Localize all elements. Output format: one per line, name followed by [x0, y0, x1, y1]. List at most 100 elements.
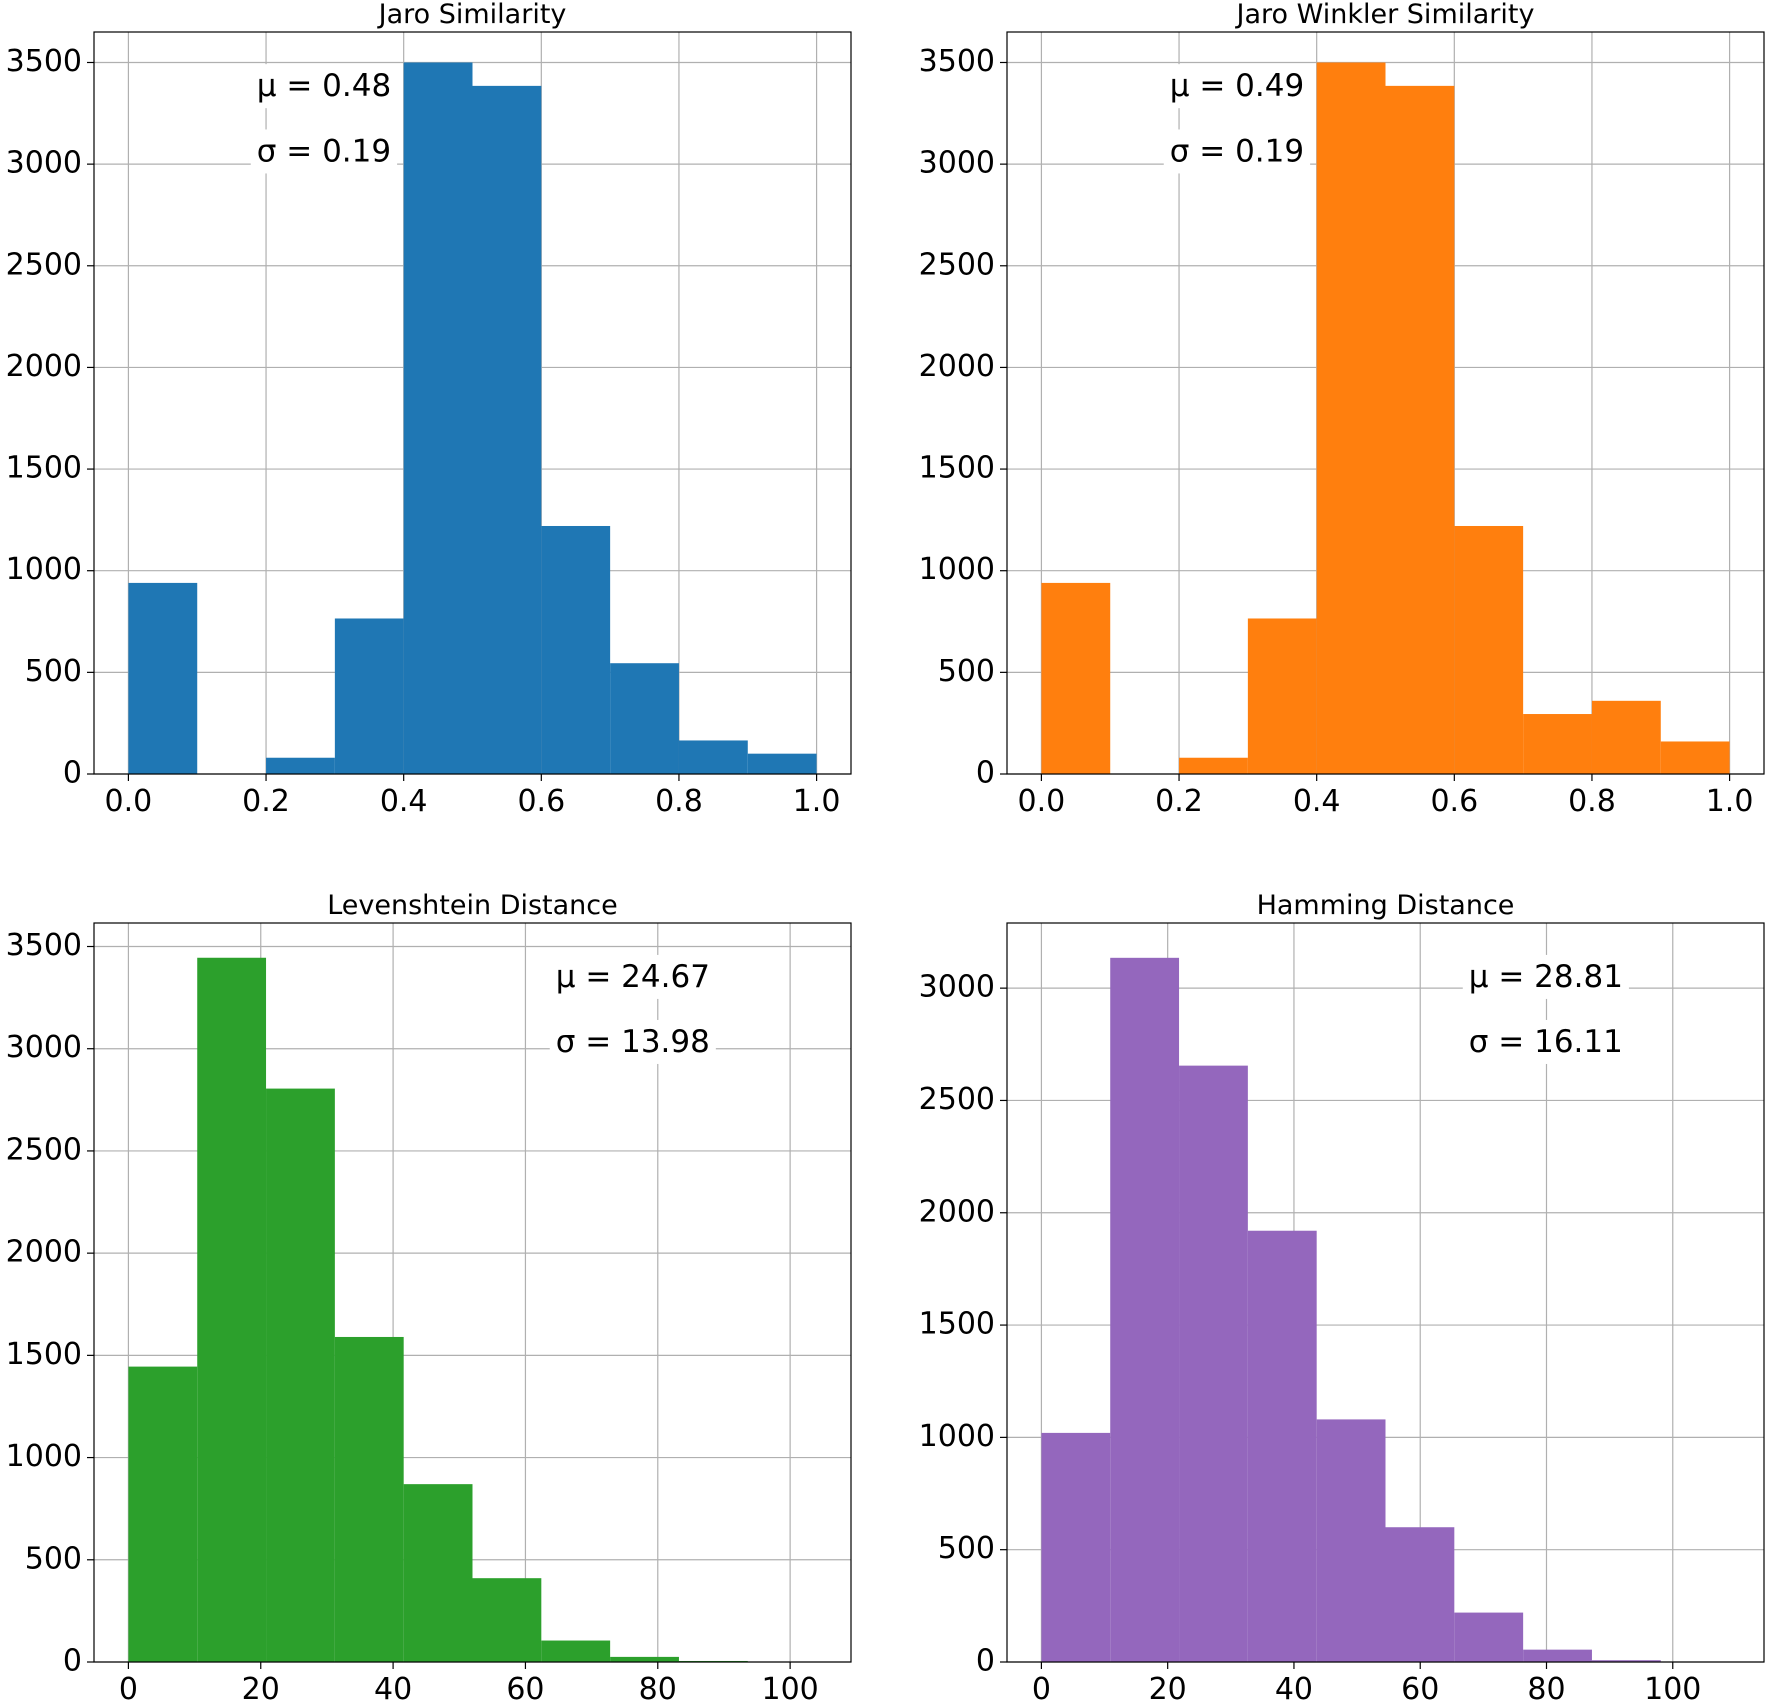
- hamming-distance-y-tick-label: 3000: [919, 970, 995, 1005]
- jaro-winkler-similarity-bar: [1385, 85, 1455, 775]
- jaro-similarity-y-tick-label: 0: [63, 756, 82, 791]
- levenshtein-distance-bar: [197, 957, 267, 1662]
- hamming-distance-sigma-box: [1462, 1019, 1629, 1064]
- jaro-winkler-similarity-y-tick-label: 2000: [919, 349, 995, 384]
- levenshtein-distance-panel: Levenshtein Distance μ = 24.67 σ = 13.98 0 2…: [6, 890, 852, 1707]
- jaro-winkler-similarity-y-tick-label: 2500: [919, 247, 995, 282]
- jaro-winkler-similarity-y-tick-label: 500: [938, 654, 995, 689]
- levenshtein-distance-x-tick-label: 20: [242, 1672, 280, 1707]
- levenshtein-distance-y-tick-label: 3000: [6, 1030, 82, 1065]
- jaro-similarity-bar: [266, 757, 335, 774]
- hamming-distance-bar: [1041, 1432, 1111, 1662]
- hamming-distance-panel: Hamming Distance μ = 28.81 σ = 16.11 0 20 40 6…: [919, 890, 1765, 1707]
- jaro-similarity-y-tick-label: 1500: [6, 451, 82, 486]
- jaro-similarity-title: Jaro Similarity: [377, 0, 567, 30]
- levenshtein-distance-x-tick-label: 0: [119, 1672, 138, 1707]
- hamming-distance-x-tick-label: 40: [1275, 1672, 1313, 1707]
- jaro-winkler-similarity-bar: [1591, 700, 1661, 774]
- jaro-similarity-x-tick-label: 0.8: [655, 784, 703, 819]
- levenshtein-distance-sigma-label: σ = 13.98: [556, 1024, 710, 1060]
- hamming-distance-x-tick-label: 100: [1644, 1672, 1701, 1707]
- jaro-winkler-similarity-bar: [1179, 757, 1248, 774]
- levenshtein-distance-bar: [334, 1336, 404, 1662]
- jaro-similarity-bar: [747, 753, 817, 774]
- jaro-similarity-x-tick-label: 1.0: [793, 784, 841, 819]
- jaro-similarity-y-tick-label: 3500: [6, 44, 82, 79]
- jaro-similarity-sigma-label: σ = 0.19: [257, 133, 391, 169]
- jaro-similarity-x-tick-label: 0.0: [105, 784, 153, 819]
- hamming-distance-bar: [1591, 1660, 1661, 1662]
- hamming-distance-x-tick-label: 80: [1527, 1672, 1565, 1707]
- jaro-similarity-mu-box: [250, 64, 398, 109]
- levenshtein-distance-y-tick-label: 3500: [6, 928, 82, 963]
- hamming-distance-title: Hamming Distance: [1257, 890, 1515, 921]
- hamming-distance-mu-box: [1462, 954, 1629, 999]
- levenshtein-distance-y-tick-label: 0: [63, 1644, 82, 1679]
- jaro-winkler-similarity-bar: [1247, 618, 1317, 774]
- jaro-similarity-y-tick-label: 2500: [6, 247, 82, 282]
- jaro-similarity-bar: [610, 663, 679, 774]
- levenshtein-distance-bar: [128, 1366, 198, 1662]
- levenshtein-distance-x-tick-label: 80: [639, 1672, 677, 1707]
- jaro-winkler-similarity-sigma-box: [1163, 129, 1311, 174]
- levenshtein-distance-y-tick-label: 2000: [6, 1235, 82, 1270]
- jaro-winkler-similarity-bar: [1660, 741, 1730, 774]
- hamming-distance-x-tick-label: 60: [1401, 1672, 1439, 1707]
- jaro-winkler-similarity-panel: Jaro Winkler Similarity μ = 0.49 σ = 0.19 0…: [919, 0, 1765, 819]
- jaro-similarity-y-tick-label: 2000: [6, 349, 82, 384]
- hamming-distance-y-tick-label: 0: [976, 1644, 995, 1679]
- levenshtein-distance-axes-frame: [93, 922, 852, 1663]
- levenshtein-distance-bar: [266, 1088, 335, 1662]
- jaro-winkler-similarity-x-tick-label: 1.0: [1706, 784, 1754, 819]
- hamming-distance-bar: [1247, 1230, 1317, 1662]
- jaro-similarity-y-tick-label: 1000: [6, 552, 82, 587]
- jaro-similarity-x-tick-label: 0.6: [517, 784, 565, 819]
- jaro-similarity-panel: Jaro Similarity μ = 0.48 σ = 0.19 0.0 0.2 0.4…: [6, 0, 852, 819]
- levenshtein-distance-mu-label: μ = 24.67: [556, 959, 710, 995]
- jaro-winkler-similarity-y-tick-label: 3000: [919, 146, 995, 181]
- hamming-distance-y-tick-label: 2000: [919, 1194, 995, 1229]
- levenshtein-distance-bar: [472, 1578, 542, 1662]
- jaro-winkler-similarity-y-tick-label: 1500: [919, 451, 995, 486]
- jaro-winkler-similarity-y-tick-label: 0: [976, 756, 995, 791]
- hamming-distance-mu-label: μ = 28.81: [1469, 959, 1623, 995]
- hamming-distance-y-tick-label: 2500: [919, 1082, 995, 1117]
- jaro-similarity-bar: [403, 62, 473, 774]
- jaro-winkler-similarity-bar: [1523, 714, 1592, 774]
- jaro-winkler-similarity-x-tick-label: 0.6: [1430, 784, 1478, 819]
- hamming-distance-y-tick-label: 500: [938, 1531, 995, 1566]
- levenshtein-distance-sigma-box: [549, 1019, 716, 1064]
- jaro-winkler-similarity-mu-label: μ = 0.49: [1170, 68, 1304, 104]
- jaro-winkler-similarity-y-tick-label: 1000: [919, 552, 995, 587]
- hamming-distance-bar: [1316, 1419, 1386, 1662]
- jaro-winkler-similarity-x-tick-label: 0.0: [1018, 784, 1066, 819]
- jaro-similarity-y-tick-label: 3000: [6, 146, 82, 181]
- jaro-similarity-axes-frame: [93, 31, 852, 775]
- jaro-winkler-similarity-axes-frame: [1006, 31, 1765, 775]
- levenshtein-distance-y-tick-label: 1000: [6, 1439, 82, 1474]
- jaro-similarity-bar: [128, 582, 198, 774]
- jaro-winkler-similarity-title: Jaro Winkler Similarity: [1235, 0, 1535, 30]
- jaro-winkler-similarity-x-tick-label: 0.4: [1293, 784, 1341, 819]
- jaro-similarity-bar: [334, 618, 404, 774]
- hamming-distance-bar: [1454, 1612, 1524, 1662]
- jaro-similarity-bar: [541, 525, 611, 774]
- hamming-distance-bar: [1110, 957, 1180, 1662]
- jaro-winkler-similarity-mu-box: [1163, 64, 1311, 109]
- levenshtein-distance-x-tick-label: 60: [506, 1672, 544, 1707]
- jaro-similarity-x-tick-label: 0.2: [242, 784, 290, 819]
- hamming-distance-y-tick-label: 1500: [919, 1307, 995, 1342]
- levenshtein-distance-bar: [541, 1640, 611, 1662]
- hamming-distance-bar: [1179, 1065, 1248, 1662]
- levenshtein-distance-x-tick-label: 100: [761, 1672, 818, 1707]
- hamming-distance-bar: [1523, 1649, 1592, 1662]
- jaro-winkler-similarity-sigma-label: σ = 0.19: [1170, 133, 1304, 169]
- jaro-winkler-similarity-bar: [1041, 582, 1111, 774]
- hamming-distance-sigma-label: σ = 16.11: [1469, 1024, 1623, 1060]
- hamming-distance-axes-frame: [1006, 922, 1765, 1663]
- levenshtein-distance-mu-box: [549, 954, 716, 999]
- jaro-winkler-similarity-bar: [1454, 525, 1524, 774]
- levenshtein-distance-y-tick-label: 1500: [6, 1337, 82, 1372]
- jaro-winkler-similarity-x-tick-label: 0.2: [1155, 784, 1203, 819]
